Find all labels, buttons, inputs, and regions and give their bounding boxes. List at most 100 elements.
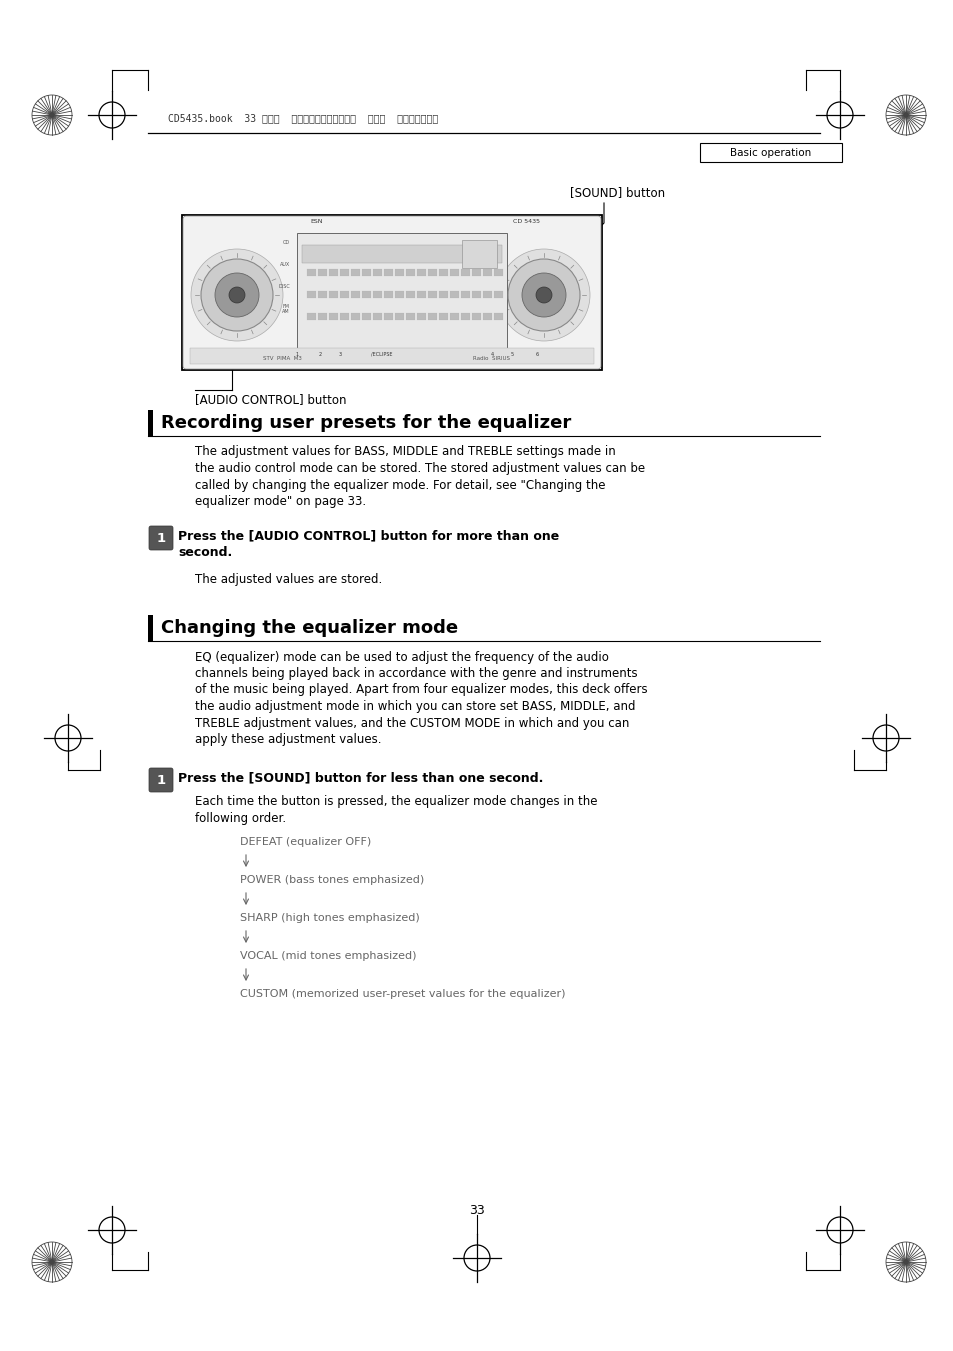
Bar	[307, 313, 315, 320]
Bar	[317, 290, 327, 299]
Text: Each time the button is pressed, the equalizer mode changes in the: Each time the button is pressed, the equ…	[194, 796, 597, 808]
Text: Changing the equalizer mode: Changing the equalizer mode	[161, 619, 457, 638]
Bar	[329, 269, 337, 276]
Bar	[461, 240, 497, 267]
Text: 6: 6	[535, 351, 538, 357]
Bar	[384, 269, 393, 276]
Circle shape	[229, 286, 245, 303]
Text: CUSTOM (memorized user-preset values for the equalizer): CUSTOM (memorized user-preset values for…	[240, 989, 565, 998]
Bar	[302, 245, 501, 263]
Text: of the music being played. Apart from four equalizer modes, this deck offers: of the music being played. Apart from fo…	[194, 684, 647, 697]
Bar	[472, 269, 480, 276]
Circle shape	[521, 273, 565, 317]
Circle shape	[902, 1259, 908, 1265]
Bar	[472, 290, 480, 299]
Text: 2: 2	[318, 351, 321, 357]
Bar	[373, 269, 381, 276]
Text: VOCAL (mid tones emphasized): VOCAL (mid tones emphasized)	[240, 951, 416, 961]
Bar	[339, 313, 349, 320]
Bar	[307, 290, 315, 299]
Circle shape	[214, 273, 258, 317]
Bar	[329, 290, 337, 299]
Bar	[351, 290, 359, 299]
Text: called by changing the equalizer mode. For detail, see "Changing the: called by changing the equalizer mode. F…	[194, 478, 605, 492]
Bar	[472, 313, 480, 320]
Bar	[416, 290, 426, 299]
Text: POWER (bass tones emphasized): POWER (bass tones emphasized)	[240, 875, 424, 885]
Circle shape	[201, 259, 273, 331]
Bar	[700, 143, 841, 162]
Bar	[296, 232, 506, 351]
Text: following order.: following order.	[194, 812, 286, 825]
Bar	[361, 269, 371, 276]
Text: FM
AM: FM AM	[282, 304, 290, 315]
Circle shape	[497, 249, 589, 340]
Bar	[428, 290, 436, 299]
Text: 1: 1	[156, 531, 166, 544]
Circle shape	[536, 286, 552, 303]
Bar	[428, 269, 436, 276]
Bar	[351, 313, 359, 320]
Bar	[361, 313, 371, 320]
Bar	[450, 290, 458, 299]
Bar	[373, 313, 381, 320]
Text: the audio adjustment mode in which you can store set BASS, MIDDLE, and: the audio adjustment mode in which you c…	[194, 700, 635, 713]
Text: The adjustment values for BASS, MIDDLE and TREBLE settings made in: The adjustment values for BASS, MIDDLE a…	[194, 446, 615, 458]
Bar	[428, 313, 436, 320]
Bar	[406, 313, 415, 320]
Text: 1: 1	[156, 774, 166, 786]
Text: the audio control mode can be stored. The stored adjustment values can be: the audio control mode can be stored. Th…	[194, 462, 644, 476]
Bar	[494, 290, 502, 299]
Text: SHARP (high tones emphasized): SHARP (high tones emphasized)	[240, 913, 419, 923]
Text: CD 5435: CD 5435	[513, 219, 540, 224]
Circle shape	[49, 112, 55, 118]
Text: /ECLIPSE: /ECLIPSE	[371, 351, 393, 357]
Bar	[351, 269, 359, 276]
Text: 3: 3	[338, 351, 341, 357]
Bar	[460, 269, 470, 276]
FancyBboxPatch shape	[183, 216, 600, 369]
Circle shape	[191, 249, 283, 340]
Bar	[460, 290, 470, 299]
Text: channels being played back in accordance with the genre and instruments: channels being played back in accordance…	[194, 667, 637, 680]
Circle shape	[49, 1259, 55, 1265]
Text: Recording user presets for the equalizer: Recording user presets for the equalizer	[161, 413, 571, 432]
Text: second.: second.	[178, 546, 232, 558]
Bar	[450, 313, 458, 320]
Bar	[406, 290, 415, 299]
Bar	[406, 269, 415, 276]
Bar	[482, 313, 492, 320]
Text: Press the [AUDIO CONTROL] button for more than one: Press the [AUDIO CONTROL] button for mor…	[178, 530, 558, 543]
Text: equalizer mode" on page 33.: equalizer mode" on page 33.	[194, 494, 366, 508]
Text: AUX: AUX	[279, 262, 290, 267]
Text: CD: CD	[283, 240, 290, 246]
Bar	[482, 290, 492, 299]
FancyBboxPatch shape	[149, 767, 172, 792]
Bar	[438, 313, 448, 320]
Bar	[494, 313, 502, 320]
Text: CD5435.book  33 ページ  ２００４年１２月１１日  土曜日  午後５時２９分: CD5435.book 33 ページ ２００４年１２月１１日 土曜日 午後５時２…	[168, 113, 437, 123]
Bar	[395, 313, 403, 320]
Circle shape	[507, 259, 579, 331]
Text: 5: 5	[510, 351, 513, 357]
Text: Radio  SIRIUS: Radio SIRIUS	[473, 357, 510, 361]
Bar	[416, 313, 426, 320]
Bar	[339, 269, 349, 276]
Bar	[384, 290, 393, 299]
Bar	[339, 290, 349, 299]
Bar	[395, 269, 403, 276]
Text: The adjusted values are stored.: The adjusted values are stored.	[194, 574, 382, 586]
Bar	[317, 269, 327, 276]
Text: TREBLE adjustment values, and the CUSTOM MODE in which and you can: TREBLE adjustment values, and the CUSTOM…	[194, 716, 629, 730]
Text: EQ (equalizer) mode can be used to adjust the frequency of the audio: EQ (equalizer) mode can be used to adjus…	[194, 650, 608, 663]
Bar	[438, 269, 448, 276]
Bar	[384, 313, 393, 320]
Bar	[182, 215, 601, 370]
Bar	[482, 269, 492, 276]
Text: ESN: ESN	[311, 219, 323, 224]
Text: apply these adjustment values.: apply these adjustment values.	[194, 734, 381, 746]
Bar	[190, 349, 594, 363]
Bar	[329, 313, 337, 320]
Bar	[416, 269, 426, 276]
Bar	[148, 615, 152, 640]
